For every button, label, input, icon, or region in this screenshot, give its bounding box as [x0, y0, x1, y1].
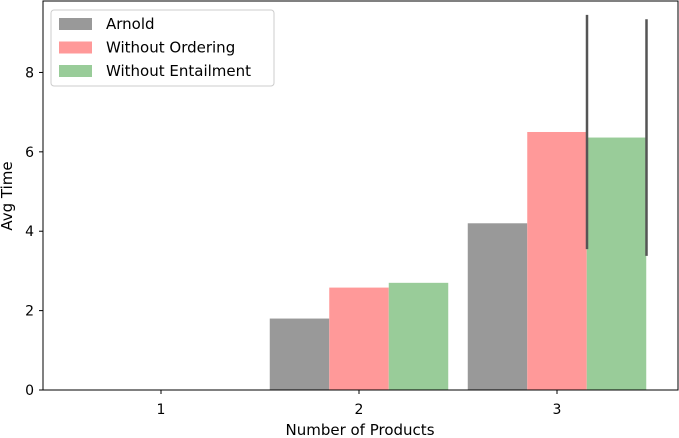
bar [388, 282, 449, 390]
y-tick-label: 6 [25, 145, 34, 161]
legend-box [50, 9, 275, 87]
legend-label: Without Entailment [106, 62, 251, 80]
legend: Arnold Without Ordering Without Entailment [50, 9, 275, 87]
error-bar-group [585, 14, 648, 256]
x-tick-label: 1 [157, 402, 166, 418]
bar [527, 131, 587, 390]
y-tick-label: 0 [25, 383, 34, 399]
bar [269, 318, 330, 390]
x-tick-label: 2 [355, 402, 364, 418]
y-tick-label: 8 [25, 65, 34, 81]
legend-swatch [59, 65, 92, 77]
x-axis: 1 2 3 [157, 390, 562, 418]
x-axis-title: Number of Products [285, 421, 434, 438]
y-tick-label: 4 [25, 224, 34, 240]
bar [467, 223, 528, 390]
y-axis-title: Avg Time [0, 161, 16, 230]
bar-group [269, 131, 647, 390]
legend-label: Arnold [106, 15, 155, 33]
bar [586, 137, 647, 390]
plot-frame [42, 0, 679, 391]
legend-label: Without Ordering [106, 39, 235, 57]
bar [329, 287, 389, 390]
legend-swatch [59, 41, 92, 54]
y-tick-label: 2 [25, 304, 34, 320]
legend-swatch [59, 18, 92, 30]
y-axis: 0 2 4 6 8 [25, 65, 43, 399]
x-tick-label: 3 [553, 402, 562, 418]
